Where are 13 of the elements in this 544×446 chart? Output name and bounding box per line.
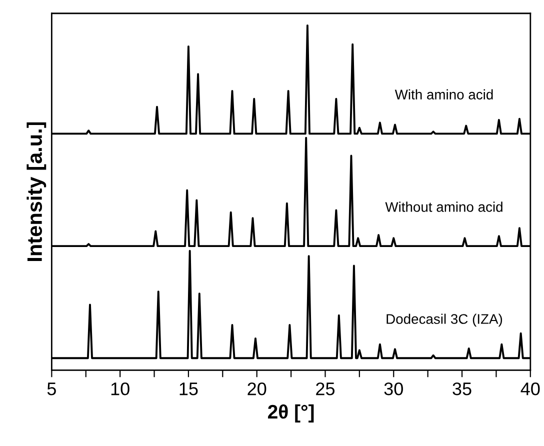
y-axis-title: Intensity [a.u.] [26,122,46,261]
series-label: Dodecasil 3C (IZA) [386,314,502,327]
x-tick-label: 30 [384,382,403,396]
x-tick-label: 25 [316,382,335,396]
series-label: With amino acid [394,89,493,100]
x-tick-label: 5 [47,382,56,396]
x-tick-label: 35 [452,382,472,396]
x-tick-label: 40 [520,382,540,396]
x-tick-label: 20 [248,382,266,396]
x-axis-title: 2θ [°] [268,404,314,422]
x-tick-label: 15 [180,382,198,396]
series-label: Without amino acid [385,202,502,212]
x-tick-label: 10 [111,382,130,396]
